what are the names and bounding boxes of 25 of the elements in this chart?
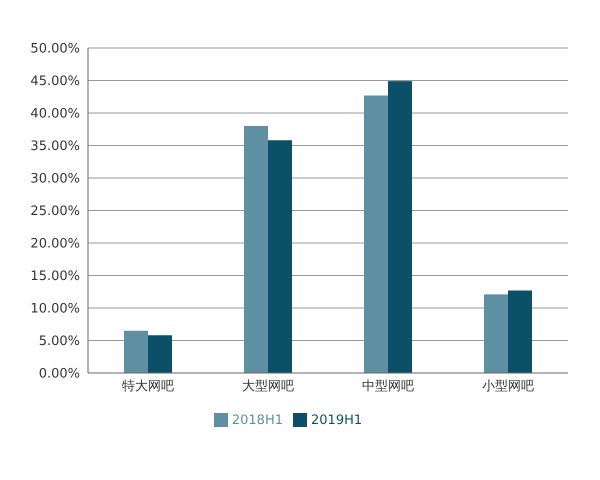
legend-label: 2018H1	[232, 413, 283, 428]
bar	[508, 290, 532, 373]
bar	[148, 335, 172, 373]
x-tick-label: 大型网吧	[242, 379, 294, 394]
y-tick-label: 10.00%	[30, 302, 80, 317]
bar	[484, 294, 508, 373]
x-tick-label: 小型网吧	[482, 379, 534, 394]
y-tick-label: 35.00%	[30, 139, 80, 154]
y-tick-label: 30.00%	[30, 172, 80, 187]
y-tick-label: 15.00%	[30, 269, 80, 284]
x-tick-label: 特大网吧	[122, 379, 174, 394]
y-tick-label: 50.00%	[30, 42, 80, 57]
legend-label: 2019H1	[311, 413, 362, 428]
x-tick-label: 中型网吧	[362, 379, 414, 394]
bar	[124, 330, 148, 373]
y-tick-label: 45.00%	[30, 74, 80, 90]
y-tick-label: 25.00%	[30, 204, 80, 220]
y-tick-label: 5.00%	[38, 334, 80, 350]
bar	[364, 95, 388, 373]
y-tick-label: 20.00%	[30, 236, 80, 252]
y-tick-label: 0.00%	[38, 366, 80, 382]
y-tick-label: 40.00%	[30, 106, 80, 122]
bar	[268, 140, 292, 373]
bar	[244, 126, 268, 373]
bar	[388, 81, 412, 373]
